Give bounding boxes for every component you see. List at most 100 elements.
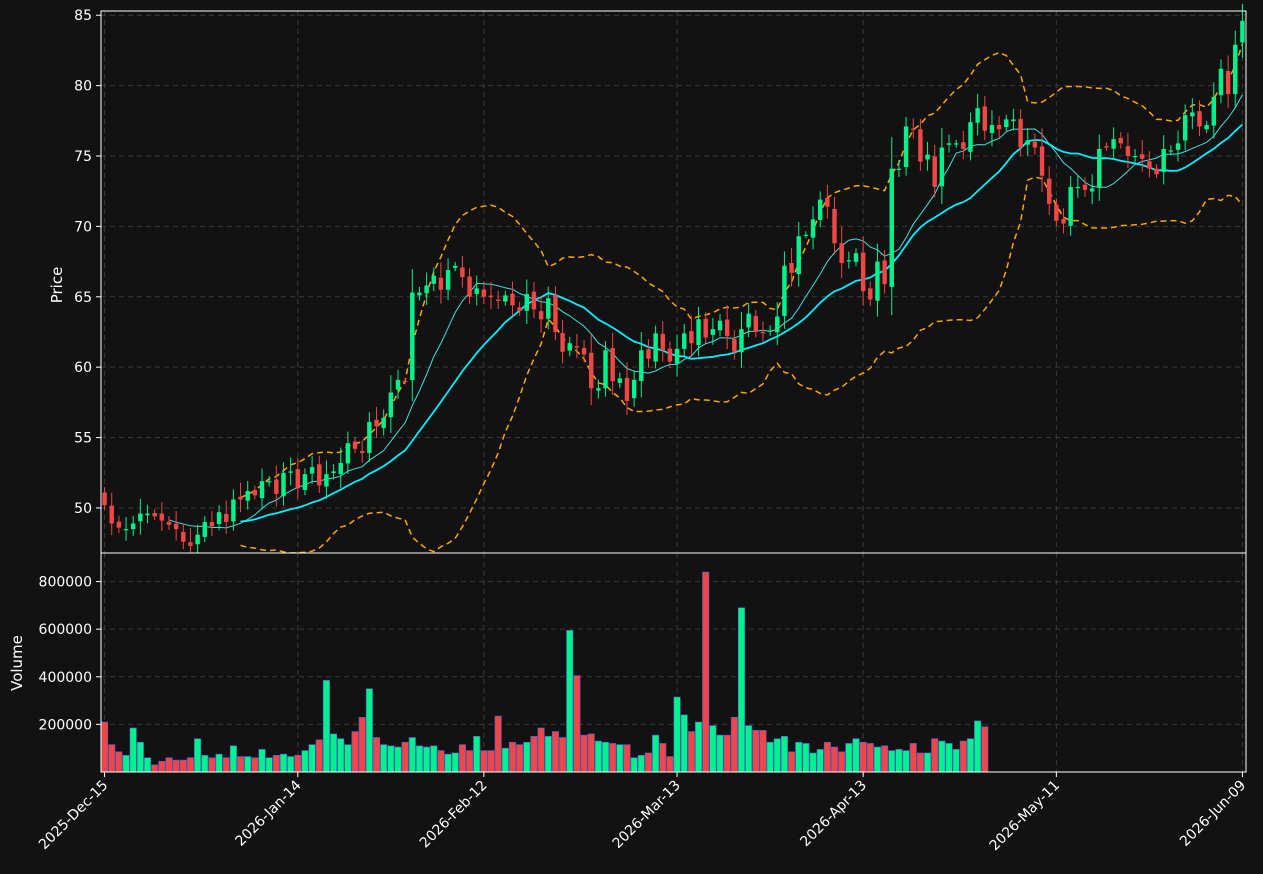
candle-body: [388, 392, 394, 418]
candle-body: [345, 443, 351, 464]
candle-body: [868, 288, 873, 300]
volume-bar: [644, 752, 652, 773]
candle-body: [202, 522, 207, 537]
candle-body: [1111, 139, 1116, 149]
volume-bar: [780, 735, 788, 773]
candle-body: [1211, 96, 1217, 126]
candle-body: [102, 492, 107, 506]
volume-bar: [322, 680, 330, 773]
volume-bar: [122, 755, 130, 773]
candle-body: [1218, 68, 1224, 96]
volume-bar: [444, 753, 452, 773]
volume-bar: [745, 725, 753, 773]
candle-body: [431, 275, 436, 284]
volume-bar: [215, 753, 223, 773]
volume-bar: [451, 752, 459, 773]
candle-body: [1011, 119, 1016, 122]
candle-body: [1089, 188, 1095, 192]
candlesticks: [102, 3, 1245, 559]
candle-body: [875, 261, 880, 301]
candle-body: [939, 147, 945, 187]
volume-bar: [151, 764, 159, 773]
candle-body: [460, 267, 465, 278]
candle-body: [1025, 140, 1030, 145]
candle-body: [481, 289, 487, 297]
candle-body: [710, 329, 716, 335]
candle-body: [266, 481, 272, 483]
candle-body: [1032, 141, 1038, 148]
volume-bar: [723, 734, 731, 773]
candle-body: [1225, 70, 1231, 95]
volume-bar: [480, 750, 488, 773]
candle-body: [302, 474, 308, 490]
candle-body: [653, 333, 658, 362]
volume-bar: [466, 750, 474, 773]
candle-body: [682, 333, 687, 349]
volume-bar: [952, 749, 960, 773]
volume-bar: [315, 739, 323, 773]
price-tick-label: 70: [74, 219, 92, 235]
volume-bar: [773, 738, 781, 773]
price-y-ticks: 50 55 60 65 70 75 80 85: [74, 8, 101, 517]
candle-body: [116, 521, 122, 528]
candle-body: [352, 441, 358, 449]
volume-bar: [301, 750, 309, 773]
candle-body: [746, 313, 751, 328]
candle-body: [281, 472, 286, 497]
candle-body: [295, 469, 301, 489]
volume-bar: [616, 744, 624, 773]
volume-bar: [244, 756, 252, 773]
volume-bar: [966, 738, 975, 773]
candle-body: [1154, 168, 1159, 175]
volume-bar: [666, 756, 674, 773]
volume-bar: [716, 734, 724, 773]
volume-bar: [566, 630, 574, 773]
volume-bar: [473, 735, 481, 773]
candle-body: [782, 265, 787, 316]
candle-body: [1118, 137, 1123, 144]
volume-bar: [365, 688, 373, 773]
volume-bar: [179, 759, 187, 773]
volume-plot-area: [101, 553, 1246, 772]
candle-body: [1082, 184, 1088, 190]
candle-body: [231, 499, 236, 522]
volume-bar: [687, 731, 695, 773]
candle-body: [152, 513, 157, 517]
candle-body: [130, 523, 136, 530]
candle-body: [402, 380, 408, 383]
volume-bar: [108, 744, 116, 773]
volume-bar: [143, 757, 152, 773]
bollinger-lower-band: [240, 176, 1243, 554]
volume-bar: [158, 760, 166, 773]
volume-bar: [737, 607, 746, 773]
candle-body: [832, 208, 837, 244]
volume-bar: [408, 737, 416, 773]
volume-bar: [573, 675, 581, 773]
volume-bar: [537, 727, 545, 773]
volume-bar: [372, 737, 381, 773]
volume-panel-frame: [100, 552, 1247, 773]
volume-bar: [208, 757, 216, 773]
candle-body: [381, 417, 386, 428]
volume-bar: [630, 757, 638, 773]
candle-body: [961, 142, 966, 149]
volume-bar: [394, 746, 402, 773]
candle-body: [588, 352, 594, 389]
volume-bar: [866, 743, 874, 773]
candle-body: [617, 378, 623, 383]
volume-bar: [136, 741, 144, 773]
volume-bar: [938, 740, 946, 773]
volume-bar: [845, 743, 853, 773]
candle-body: [1097, 148, 1102, 188]
candle-body: [825, 197, 830, 207]
volume-bar: [601, 741, 610, 773]
volume-bar: [494, 715, 502, 773]
candle-body: [581, 348, 587, 355]
candle-body: [803, 234, 809, 237]
volume-bar: [695, 721, 703, 773]
candle-body: [689, 331, 694, 344]
volume-bar: [637, 755, 645, 773]
volume-bar: [251, 757, 259, 773]
price-panel: 50 55 60 65 70 75 80 85 Price: [48, 3, 1247, 559]
